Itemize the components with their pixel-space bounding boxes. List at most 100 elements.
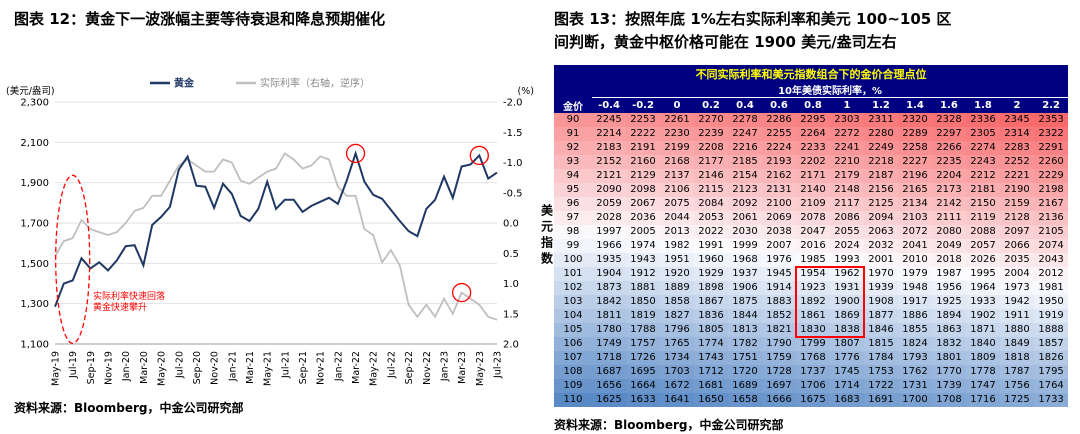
price-cell: 1832: [932, 336, 966, 351]
price-cell: 1753: [864, 364, 898, 379]
svg-text:Jan-21: Jan-21: [227, 351, 238, 382]
price-cell: 2160: [626, 154, 660, 169]
price-cell: 1871: [966, 322, 1000, 337]
price-cell: 2004: [1000, 266, 1034, 281]
svg-text:-0.5: -0.5: [503, 188, 523, 199]
price-cell: 1811: [592, 308, 626, 323]
price-cell: 2012: [1034, 266, 1069, 281]
price-cell: 2066: [1000, 238, 1034, 253]
price-cell: 1880: [1000, 322, 1034, 337]
price-cell: 1664: [626, 378, 660, 393]
price-cell: 2243: [966, 154, 1000, 169]
svg-text:1.0: 1.0: [503, 279, 519, 290]
price-cell: 1625: [592, 392, 626, 407]
price-cell: 1991: [694, 238, 728, 253]
price-cell: 2069: [762, 210, 796, 225]
price-cell: 2204: [932, 168, 966, 183]
price-cell: 2010: [898, 252, 932, 267]
price-cell: 2224: [762, 140, 796, 155]
price-cell: 1908: [864, 294, 898, 309]
price-cell: 1920: [660, 266, 694, 281]
price-cell: 1799: [796, 336, 830, 351]
price-cell: 2168: [660, 154, 694, 169]
price-cell: 1691: [864, 392, 898, 407]
price-cell: 2028: [592, 210, 626, 225]
svg-text:Mar-23: Mar-23: [457, 351, 468, 384]
price-cell: 1857: [1034, 336, 1069, 351]
price-cell: 1796: [660, 322, 694, 337]
price-cell: 1931: [830, 280, 864, 295]
price-cell: 1850: [626, 294, 660, 309]
price-cell: 1768: [796, 350, 830, 365]
price-cell: 2173: [932, 182, 966, 197]
price-cell: 1904: [592, 266, 626, 281]
svg-text:Jul-19: Jul-19: [68, 351, 79, 379]
figure-13-title-line2: 间判断，黄金中枢价格可能在 1900 美元/盎司左右: [554, 32, 897, 51]
table-row: 110 1625 1633 1641 1650 1658 1666 1675 1683 1691 1…: [554, 392, 1069, 407]
price-cell: 1892: [796, 294, 830, 309]
price-cell: 2297: [932, 126, 966, 141]
price-cell: 2088: [966, 224, 1000, 239]
price-cell: 1982: [660, 238, 694, 253]
price-cell: 2024: [830, 238, 864, 253]
price-cell: 1756: [1000, 378, 1034, 393]
price-cell: 2044: [660, 210, 694, 225]
price-cell: 2241: [830, 140, 864, 155]
price-cell: 2165: [898, 182, 932, 197]
price-cell: 2216: [728, 140, 762, 155]
price-cell: 1852: [762, 308, 796, 323]
price-cell: 1790: [762, 336, 796, 351]
dollar-index-cell: 96: [554, 196, 592, 211]
price-cell: 1782: [728, 336, 762, 351]
table-row: 109 1656 1664 1672 1681 1689 1697 1706 1714 1722 1…: [554, 378, 1069, 393]
svg-text:1,900: 1,900: [20, 178, 49, 189]
price-cell: 1703: [660, 364, 694, 379]
price-cell: 1906: [728, 280, 762, 295]
gold-vs-real-rate-chart: 2,3002,1001,9001,7001,5001,3001,100-2.0-…: [6, 76, 534, 386]
price-cell: 2154: [728, 168, 762, 183]
dollar-index-cell: 104: [554, 308, 592, 323]
rate-column-header: 1.8: [966, 97, 1000, 113]
price-cell: 1948: [898, 280, 932, 295]
price-cell: 2086: [830, 210, 864, 225]
table-row: 91 2214 2222 2230 2239 2247 2255 2264 2272 2280 22…: [554, 126, 1069, 141]
price-cell: 1933: [966, 294, 1000, 309]
price-cell: 1801: [932, 350, 966, 365]
price-cell: 1937: [728, 266, 762, 281]
price-cell: 2084: [694, 196, 728, 211]
table-row: 106 1749 1757 1765 1774 1782 1790 1799 1807 1815 1…: [554, 336, 1069, 351]
price-cell: 2191: [626, 140, 660, 155]
figure-13-source: 资料来源：Bloomberg，中金公司研究部: [554, 417, 784, 432]
price-cell: 1993: [830, 252, 864, 267]
dollar-index-cell: 102: [554, 280, 592, 295]
price-cell: 2252: [1000, 154, 1034, 169]
price-cell: 2283: [1000, 140, 1034, 155]
price-cell: 2311: [864, 112, 898, 127]
price-cell: 1844: [728, 308, 762, 323]
price-cell: 2187: [864, 168, 898, 183]
svg-text:Nov-22: Nov-22: [422, 351, 433, 385]
real-rate-legend-label: 实际利率（右轴，逆序）: [260, 76, 370, 89]
table-row: 101 1904 1912 1920 1929 1937 1945 1954 1962 1970 1…: [554, 266, 1069, 281]
table-row: 93 2152 2160 2168 2177 2185 2193 2202 2210 2218 22…: [554, 154, 1069, 169]
price-cell: 2125: [864, 196, 898, 211]
table-row: 108 1687 1695 1703 1712 1720 1728 1737 1745 1753 1…: [554, 364, 1069, 379]
price-cell: 1858: [660, 294, 694, 309]
rate-column-header: 1.4: [898, 97, 932, 113]
price-cell: 1902: [966, 308, 1000, 323]
price-cell: 2148: [830, 182, 864, 197]
price-cell: 2061: [728, 210, 762, 225]
price-cell: 1706: [796, 378, 830, 393]
price-cell: 2229: [1034, 168, 1069, 183]
rate-column-header: 0.6: [762, 97, 796, 113]
rate-column-header: 1.2: [864, 97, 898, 113]
price-cell: 1731: [898, 378, 932, 393]
price-cell: 2198: [1034, 182, 1069, 197]
figure-12-source: 资料来源：Bloomberg，中金公司研究部: [14, 400, 244, 415]
price-cell: 2221: [1000, 168, 1034, 183]
price-cell: 2105: [1034, 224, 1069, 239]
price-cell: 2036: [626, 210, 660, 225]
price-cell: 1974: [626, 238, 660, 253]
price-cell: 1795: [1034, 364, 1069, 379]
